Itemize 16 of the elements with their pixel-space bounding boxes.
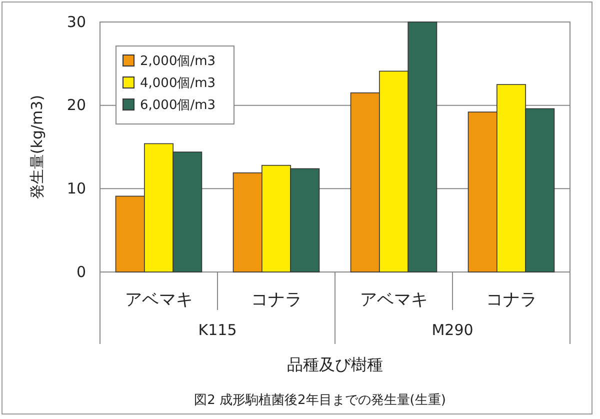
- x-tick-label: コナラ: [250, 290, 302, 310]
- text: K115: [198, 321, 237, 339]
- x-tick-label: アベマキ: [360, 290, 428, 310]
- text: M290: [432, 321, 474, 339]
- x-tick-label: コナラ: [486, 290, 537, 310]
- y-tick-label: 0: [76, 262, 86, 281]
- y-tick-label: 20: [66, 96, 86, 114]
- x-tick-label: アベマキ: [124, 290, 193, 310]
- legend-label: 2,000個/m3: [140, 54, 216, 69]
- x-axis-title: 品種及び樹種: [287, 355, 383, 374]
- legend-label: 4,000個/m3: [140, 76, 216, 91]
- y-tick-label: 30: [66, 12, 86, 31]
- y-axis-title: 発生量(kg/m3): [28, 94, 46, 200]
- y-tick-label: 10: [66, 179, 86, 198]
- legend-label: 6,000個/m3: [140, 98, 216, 113]
- text: 図2 成形駒植菌後2年目までの発生量(生重): [194, 393, 446, 408]
